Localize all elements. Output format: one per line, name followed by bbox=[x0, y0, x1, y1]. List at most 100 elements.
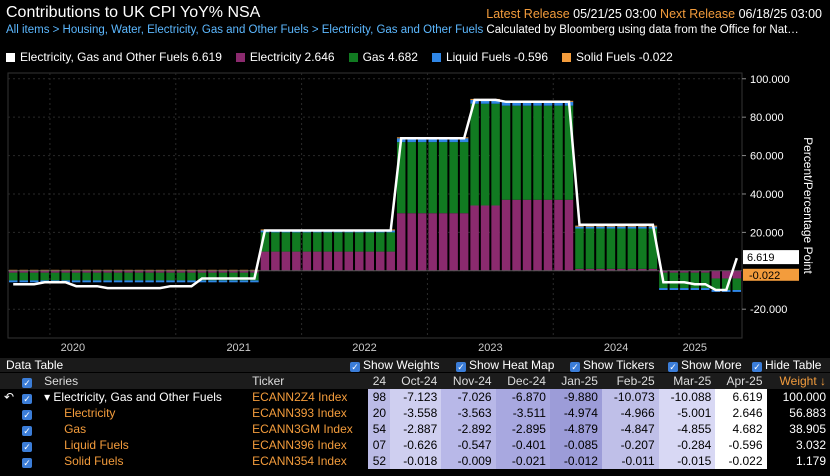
bar-segment[interactable] bbox=[690, 272, 700, 289]
bar-segment[interactable] bbox=[648, 228, 658, 269]
bar-segment[interactable] bbox=[302, 232, 312, 252]
bar-segment[interactable] bbox=[323, 251, 333, 271]
bar-segment[interactable] bbox=[260, 232, 270, 252]
bar-segment[interactable] bbox=[606, 228, 616, 269]
bar-segment[interactable] bbox=[208, 280, 217, 283]
legend-item[interactable]: Liquid Fuels -0.596 bbox=[431, 50, 548, 64]
bar-segment[interactable] bbox=[617, 225, 626, 227]
bar-segment[interactable] bbox=[365, 251, 374, 271]
bar-segment[interactable] bbox=[82, 272, 91, 281]
bar-segment[interactable] bbox=[638, 228, 647, 269]
bar-segment[interactable] bbox=[575, 268, 584, 271]
bar-segment[interactable] bbox=[218, 280, 228, 283]
bar-segment[interactable] bbox=[638, 225, 647, 227]
bar-segment[interactable] bbox=[690, 288, 700, 290]
bar-segment[interactable] bbox=[281, 251, 291, 271]
bar-segment[interactable] bbox=[250, 280, 259, 283]
hide-table-toggle[interactable]: ✓ Hide Table bbox=[752, 358, 822, 372]
show-more-toggle[interactable]: ✓ Show More bbox=[668, 358, 742, 372]
bar-segment[interactable] bbox=[61, 272, 70, 281]
bar-segment[interactable] bbox=[564, 105, 574, 200]
row-expander[interactable] bbox=[0, 437, 18, 453]
bar-segment[interactable] bbox=[187, 280, 196, 283]
bar-segment[interactable] bbox=[92, 270, 102, 273]
bar-segment[interactable] bbox=[596, 225, 605, 227]
bar-segment[interactable] bbox=[355, 251, 364, 271]
bar-segment[interactable] bbox=[669, 288, 679, 290]
legend-item[interactable]: Electricity 2.646 bbox=[235, 50, 335, 64]
bar-segment[interactable] bbox=[438, 213, 448, 271]
bar-segment[interactable] bbox=[680, 288, 689, 290]
bar-segment[interactable] bbox=[386, 251, 395, 271]
bar-segment[interactable] bbox=[19, 270, 28, 273]
bar-segment[interactable] bbox=[585, 225, 595, 227]
bar-segment[interactable] bbox=[40, 270, 49, 273]
bar-segment[interactable] bbox=[638, 226, 647, 229]
bar-segment[interactable] bbox=[701, 288, 710, 290]
bar-segment[interactable] bbox=[512, 199, 521, 271]
bar-segment[interactable] bbox=[386, 232, 395, 252]
bar-segment[interactable] bbox=[659, 270, 668, 273]
bar-segment[interactable] bbox=[501, 199, 511, 271]
legend-item[interactable]: Solid Fuels -0.022 bbox=[562, 50, 673, 64]
bar-segment[interactable] bbox=[554, 105, 563, 200]
bar-segment[interactable] bbox=[396, 213, 406, 271]
bar-segment[interactable] bbox=[187, 272, 196, 281]
bar-segment[interactable] bbox=[187, 270, 196, 273]
bar-segment[interactable] bbox=[344, 251, 354, 271]
bar-segment[interactable] bbox=[250, 270, 259, 273]
bar-segment[interactable] bbox=[617, 268, 626, 271]
bar-segment[interactable] bbox=[428, 213, 437, 271]
bar-segment[interactable] bbox=[459, 142, 469, 214]
bar-segment[interactable] bbox=[29, 270, 39, 273]
bar-segment[interactable] bbox=[480, 205, 490, 271]
header-select-all[interactable]: ✓ bbox=[18, 373, 41, 389]
bar-segment[interactable] bbox=[313, 232, 322, 252]
bar-segment[interactable] bbox=[103, 270, 112, 273]
bar-segment[interactable] bbox=[459, 213, 469, 271]
bar-segment[interactable] bbox=[732, 278, 741, 290]
bar-segment[interactable] bbox=[480, 103, 490, 206]
col-month[interactable]: Feb-25 bbox=[601, 373, 659, 389]
bar-segment[interactable] bbox=[480, 99, 490, 104]
bar-segment[interactable] bbox=[491, 103, 500, 206]
bar-segment[interactable] bbox=[659, 288, 668, 290]
bar-segment[interactable] bbox=[417, 138, 427, 143]
bar-segment[interactable] bbox=[596, 268, 605, 271]
breadcrumb-path[interactable]: All items > Housing, Water, Electricity,… bbox=[6, 24, 484, 36]
bar-segment[interactable] bbox=[239, 272, 249, 281]
bar-segment[interactable] bbox=[438, 138, 448, 143]
bar-segment[interactable] bbox=[92, 272, 102, 281]
breadcrumb[interactable]: All items > Housing, Water, Electricity,… bbox=[6, 24, 826, 36]
bar-segment[interactable] bbox=[271, 232, 280, 252]
bar-segment[interactable] bbox=[543, 105, 553, 200]
bar-segment[interactable] bbox=[376, 232, 385, 252]
bar-segment[interactable] bbox=[501, 101, 511, 106]
bar-segment[interactable] bbox=[732, 289, 741, 292]
col-ticker[interactable]: Ticker bbox=[248, 373, 369, 389]
bar-segment[interactable] bbox=[522, 101, 532, 106]
bar-segment[interactable] bbox=[669, 270, 679, 273]
bar-segment[interactable] bbox=[344, 232, 354, 252]
bar-segment[interactable] bbox=[732, 270, 741, 279]
bar-segment[interactable] bbox=[533, 199, 542, 271]
bar-segment[interactable] bbox=[229, 280, 238, 283]
bar-segment[interactable] bbox=[124, 280, 133, 283]
bar-segment[interactable] bbox=[61, 270, 70, 273]
bar-segment[interactable] bbox=[522, 199, 532, 271]
bar-segment[interactable] bbox=[627, 228, 637, 269]
bar-segment[interactable] bbox=[459, 138, 469, 143]
col-month[interactable]: Jan-25 bbox=[549, 373, 602, 389]
bar-segment[interactable] bbox=[638, 268, 647, 271]
bar-segment[interactable] bbox=[669, 272, 679, 289]
bar-segment[interactable] bbox=[313, 251, 322, 271]
bar-segment[interactable] bbox=[648, 268, 658, 271]
legend-item[interactable]: Gas 4.682 bbox=[348, 50, 418, 64]
bar-segment[interactable] bbox=[543, 199, 553, 271]
bar-segment[interactable] bbox=[40, 272, 49, 281]
bar-segment[interactable] bbox=[71, 280, 81, 283]
bar-segment[interactable] bbox=[176, 272, 186, 281]
bar-segment[interactable] bbox=[302, 251, 312, 271]
bar-segment[interactable] bbox=[166, 270, 175, 273]
bar-segment[interactable] bbox=[176, 280, 186, 283]
